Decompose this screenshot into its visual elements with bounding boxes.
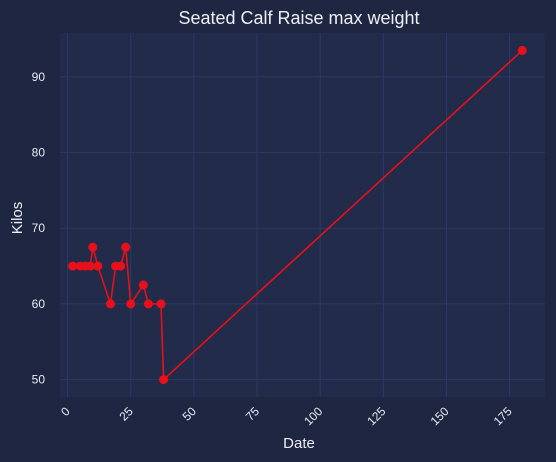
y-tick-label: 80: [32, 146, 46, 160]
x-tick-labels: 0 25 50 75 100 125 150 175: [58, 404, 515, 428]
data-point: [106, 299, 115, 308]
data-point: [93, 262, 102, 271]
y-tick-label: 60: [32, 297, 46, 311]
plot-area: [60, 33, 545, 397]
x-tick-label: 125: [364, 404, 388, 428]
x-tick-label: 50: [180, 404, 200, 424]
y-tick-label: 70: [32, 221, 46, 235]
data-point: [116, 262, 125, 271]
data-point: [139, 281, 148, 290]
data-point: [144, 299, 153, 308]
x-tick-label: 175: [491, 404, 515, 428]
x-axis-label: Date: [283, 435, 315, 452]
x-tick-label: 150: [428, 404, 452, 428]
x-tick-label: 25: [117, 404, 137, 424]
x-tick-label: 75: [243, 404, 263, 424]
chart-title: Seated Calf Raise max weight: [178, 8, 419, 28]
data-point: [121, 243, 130, 252]
data-point: [88, 243, 97, 252]
x-tick-label: 0: [58, 404, 73, 419]
data-point: [157, 299, 166, 308]
x-tick-label: 100: [301, 404, 325, 428]
y-tick-label: 90: [32, 70, 46, 84]
y-tick-labels: 50 60 70 80 90: [32, 70, 46, 387]
y-axis-label: Kilos: [9, 202, 26, 235]
y-tick-label: 50: [32, 373, 46, 387]
data-point: [518, 46, 527, 55]
data-point: [159, 375, 168, 384]
data-point: [126, 299, 135, 308]
